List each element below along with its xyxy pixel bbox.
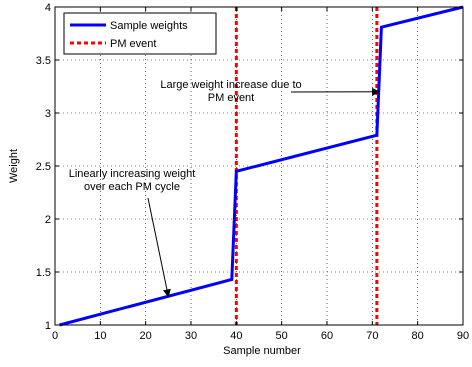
legend-box xyxy=(63,12,217,55)
x-tick-label: 40 xyxy=(230,330,242,342)
series-line-sample-weights xyxy=(59,5,464,327)
ticks: 0 10 20 30 40 50 60 70 80 90 1 1.5 2 2.5 3 3.5 4 xyxy=(36,2,469,342)
x-tick-label: 30 xyxy=(185,330,197,342)
y-tick-label: 1.5 xyxy=(36,267,51,279)
x-tick-label: 50 xyxy=(276,330,288,342)
series xyxy=(59,5,464,327)
x-tick-label: 80 xyxy=(412,330,424,342)
legend-label-pm-event: PM event xyxy=(110,38,156,50)
annotation-arrow xyxy=(147,197,171,298)
annotation-text: over each PM cycle xyxy=(84,181,180,193)
x-tick-label: 60 xyxy=(321,330,333,342)
annotation-text: Large weight increase due to xyxy=(160,79,301,91)
legend-label-sample-weights: Sample weights xyxy=(110,20,188,32)
x-tick-label: 90 xyxy=(457,330,469,342)
y-tick-label: 3 xyxy=(45,108,51,120)
y-tick-label: 2.5 xyxy=(36,161,51,173)
y-tick-label: 1 xyxy=(45,320,51,332)
y-tick-label: 2 xyxy=(45,214,51,226)
annotation-text: Linearly increasing weight xyxy=(69,168,196,180)
x-axis-label: Sample number xyxy=(223,345,301,357)
legend: Sample weights PM event xyxy=(63,12,217,55)
x-tick-label: 20 xyxy=(140,330,152,342)
y-axis-label: Weight xyxy=(8,149,20,183)
annotation-text: PM event xyxy=(208,92,254,104)
x-tick-label: 10 xyxy=(94,330,106,342)
y-tick-label: 4 xyxy=(45,2,51,14)
x-tick-label: 70 xyxy=(366,330,378,342)
x-tick-label: 0 xyxy=(52,330,58,342)
y-tick-label: 3.5 xyxy=(36,55,51,67)
